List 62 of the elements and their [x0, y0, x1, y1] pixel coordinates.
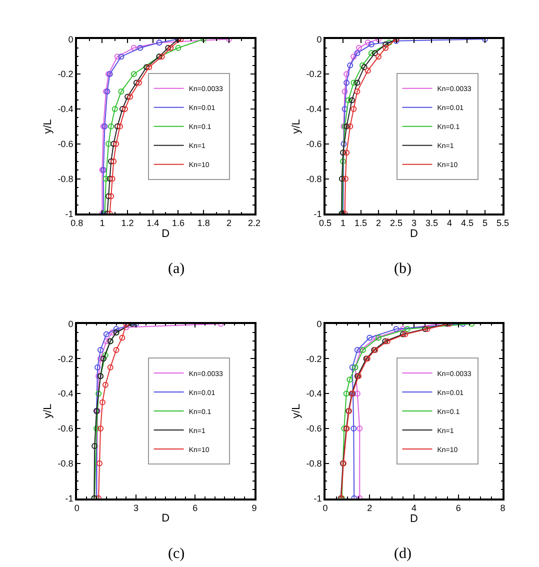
y-tick-label: 0	[316, 318, 322, 329]
text: (c)	[168, 546, 185, 562]
y-tick-label: -1	[65, 493, 74, 504]
x-tick-label: 1.2	[121, 218, 134, 228]
y-axis-title: y/L	[42, 119, 54, 134]
text: (d)	[394, 546, 412, 562]
y-tick-label: -0.6	[58, 139, 74, 150]
y-tick-label: -0.8	[306, 458, 322, 469]
y-axis-title: y/L	[290, 404, 302, 418]
x-tick-label: 1	[340, 218, 346, 228]
x-tick-label: 4	[446, 218, 452, 228]
y-tick-label: -0.8	[58, 458, 74, 469]
x-tick-label: 2	[226, 218, 232, 228]
x-axis-title: D	[410, 228, 418, 240]
y-tick-label: -0.4	[58, 388, 74, 399]
x-tick-label: 3	[411, 218, 417, 228]
x-tick-label: 0.8	[70, 218, 84, 228]
x-tick-label: 1.4	[146, 218, 160, 228]
x-tick-label: 1.5	[354, 218, 368, 228]
x-tick-label: 4.5	[460, 218, 474, 228]
x-tick-label: 1.8	[197, 218, 210, 228]
x-axis-title: D	[162, 228, 170, 240]
y-axis-title: y/L	[290, 119, 302, 134]
x-axis-title: D	[410, 512, 418, 525]
y-tick-label: -0.6	[58, 424, 74, 434]
x-tick-label: 9	[252, 502, 257, 513]
y-tick-label: -0.2	[58, 69, 74, 80]
y-tick-label: -0.4	[306, 388, 322, 399]
y-tick-label: 0	[316, 34, 322, 44]
x-tick-label: 3.5	[425, 218, 438, 228]
x-tick-label: 0.5	[319, 218, 332, 228]
y-tick-label: -1	[65, 208, 74, 219]
y-tick-label: -1	[314, 493, 322, 504]
y-tick-label: -0.4	[306, 104, 322, 114]
y-tick-label: -0.2	[306, 354, 322, 364]
x-tick-label: 2	[376, 218, 382, 228]
y-tick-label: -0.8	[306, 174, 322, 184]
y-tick-label: -1	[314, 208, 322, 219]
x-tick-label: 8	[500, 502, 506, 513]
y-tick-label: -0.6	[306, 424, 322, 434]
x-tick-label: 2	[367, 502, 372, 513]
x-axis-title: D	[162, 512, 170, 525]
x-tick-label: 2.5	[390, 218, 403, 228]
text: (a)	[168, 261, 185, 277]
x-tick-label: 5.5	[496, 218, 509, 228]
y-tick-label: -0.4	[58, 104, 74, 114]
x-tick-label: 1.6	[172, 218, 184, 228]
x-tick-label: 6	[456, 502, 461, 513]
y-tick-label: -0.2	[306, 69, 322, 80]
y-tick-label: -0.8	[58, 174, 74, 184]
y-tick-label: 0	[68, 318, 74, 329]
x-tick-label: 4	[411, 502, 417, 513]
x-tick-label: 2.2	[248, 218, 261, 228]
x-tick-label: 5	[482, 218, 488, 228]
y-tick-label: -0.2	[58, 354, 74, 364]
y-tick-label: 0	[68, 34, 74, 44]
x-tick-label: 1	[100, 218, 105, 228]
x-tick-label: 3	[133, 502, 138, 513]
y-tick-label: -0.6	[306, 139, 322, 150]
x-tick-label: 6	[192, 502, 198, 513]
y-axis-title: y/L	[42, 404, 54, 418]
text: (b)	[394, 261, 412, 277]
